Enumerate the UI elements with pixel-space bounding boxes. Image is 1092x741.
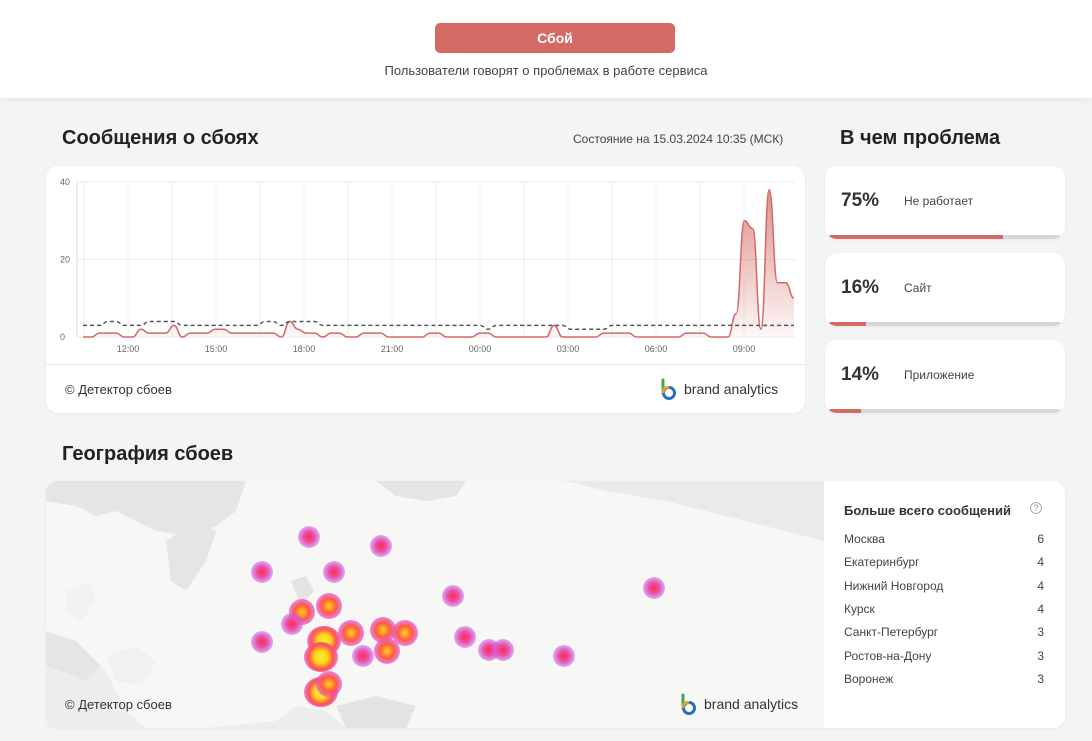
- status-button[interactable]: Сбой: [435, 23, 675, 53]
- hotspot: [352, 645, 374, 667]
- city-count: 3: [1037, 672, 1044, 686]
- problem-progress-fill: [829, 235, 1003, 239]
- geo-title: География сбоев: [62, 443, 234, 465]
- city-name: Санкт-Петербург: [844, 625, 939, 639]
- x-tick-label: 12:00: [117, 344, 140, 354]
- city-count: 4: [1037, 602, 1044, 616]
- city-name: Екатеринбург: [844, 555, 920, 569]
- problem-percent: 75%: [841, 190, 880, 211]
- chart-copyright: © Детектор сбоев: [65, 382, 172, 397]
- reports-area: [83, 189, 794, 337]
- problem-progress-bar: [829, 235, 1061, 239]
- reports-line: [82, 188, 795, 338]
- hotspot: [304, 642, 338, 672]
- brand-analytics-logo[interactable]: brand analytics: [659, 378, 778, 400]
- city-count: 3: [1037, 625, 1044, 639]
- map-land: [46, 481, 824, 728]
- hotspot: [251, 631, 273, 653]
- city-name: Ростов-на-Дону: [844, 649, 932, 663]
- city-name: Воронеж: [844, 672, 894, 686]
- problem-progress-bar: [829, 409, 1061, 413]
- brand-analytics-icon: [661, 378, 676, 400]
- cities-title: Больше всего сообщений: [844, 503, 1011, 518]
- brand-analytics-icon: [681, 693, 696, 715]
- x-tick-label: 18:00: [293, 344, 316, 354]
- hotspot: [316, 671, 342, 697]
- status-header: Сбой Пользователи говорят о проблемах в …: [0, 0, 1092, 98]
- city-row: Курск 4: [844, 602, 1044, 616]
- state-timestamp: Состояние на 15.03.2024 10:35 (МСК): [573, 132, 784, 146]
- y-tick-label: 40: [60, 177, 70, 187]
- city-name: Москва: [844, 532, 885, 546]
- hotspot: [281, 613, 303, 635]
- hotspot: [338, 620, 364, 646]
- hotspot: [492, 639, 514, 661]
- city-count: 3: [1037, 649, 1044, 663]
- question-icon[interactable]: ?: [1030, 502, 1042, 514]
- brand-analytics-logo[interactable]: brand analytics: [679, 693, 798, 715]
- hotspot: [298, 526, 320, 548]
- city-name: Курск: [844, 602, 875, 616]
- problem-percent: 16%: [841, 277, 880, 298]
- problem-card[interactable]: 75% Не работает: [825, 166, 1065, 239]
- divider: [46, 364, 805, 365]
- city-row: Нижний Новгород 4: [844, 579, 1044, 593]
- problem-progress-fill: [829, 409, 862, 413]
- reports-title: Сообщения о сбоях: [62, 127, 259, 149]
- x-tick-label: 09:00: [733, 344, 756, 354]
- status-text: Пользователи говорят о проблемах в работ…: [384, 63, 708, 78]
- problem-percent: 14%: [841, 364, 880, 385]
- reports-chart-card: 40 20 0 12:00 15:00 18:00 21:00 00:00 03:00 06:00…: [46, 166, 805, 413]
- map-copyright: © Детектор сбоев: [65, 697, 172, 712]
- x-tick-label: 21:00: [381, 344, 404, 354]
- city-name: Нижний Новгород: [844, 579, 944, 593]
- x-tick-label: 15:00: [205, 344, 228, 354]
- y-tick-label: 20: [60, 255, 70, 265]
- city-row: Воронеж 3: [844, 672, 1044, 686]
- hotspot: [251, 561, 273, 583]
- problem-label: Сайт: [904, 281, 932, 295]
- problem-progress-fill: [829, 322, 867, 326]
- hotspot: [370, 535, 392, 557]
- hotspot: [374, 638, 400, 664]
- outage-map[interactable]: © Детектор сбоев brand analytics: [46, 481, 824, 728]
- reports-chart[interactable]: 40 20 0 12:00 15:00 18:00 21:00 00:00 03:00 06:00…: [46, 166, 805, 364]
- city-count: 4: [1037, 579, 1044, 593]
- hotspot: [323, 561, 345, 583]
- baseline-line: [83, 320, 794, 330]
- x-tick-label: 03:00: [557, 344, 580, 354]
- brand-text: brand analytics: [684, 381, 779, 397]
- brand-text: brand analytics: [704, 696, 799, 712]
- y-tick-label: 0: [60, 332, 65, 342]
- hotspot: [643, 577, 665, 599]
- city-count: 6: [1037, 532, 1044, 546]
- problems-title: В чем проблема: [840, 127, 1001, 149]
- hotspot: [553, 645, 575, 667]
- city-row: Москва 6: [844, 532, 1044, 546]
- problem-label: Не работает: [904, 194, 974, 208]
- problem-label: Приложение: [904, 368, 975, 382]
- city-row: Санкт-Петербург 3: [844, 625, 1044, 639]
- problem-progress-bar: [829, 322, 1061, 326]
- hotspot: [316, 593, 342, 619]
- x-tick-label: 06:00: [645, 344, 668, 354]
- geo-card: © Детектор сбоев brand analytics Больше …: [46, 481, 1065, 728]
- hotspot: [442, 585, 464, 607]
- problem-card[interactable]: 16% Сайт: [825, 253, 1065, 326]
- top-cities-panel: Больше всего сообщений ? Москва 6 Екатери…: [824, 481, 1065, 728]
- city-row: Ростов-на-Дону 3: [844, 649, 1044, 663]
- hotspot: [454, 626, 476, 648]
- city-row: Екатеринбург 4: [844, 555, 1044, 569]
- city-count: 4: [1037, 555, 1044, 569]
- x-tick-label: 00:00: [469, 344, 492, 354]
- problem-card[interactable]: 14% Приложение: [825, 340, 1065, 413]
